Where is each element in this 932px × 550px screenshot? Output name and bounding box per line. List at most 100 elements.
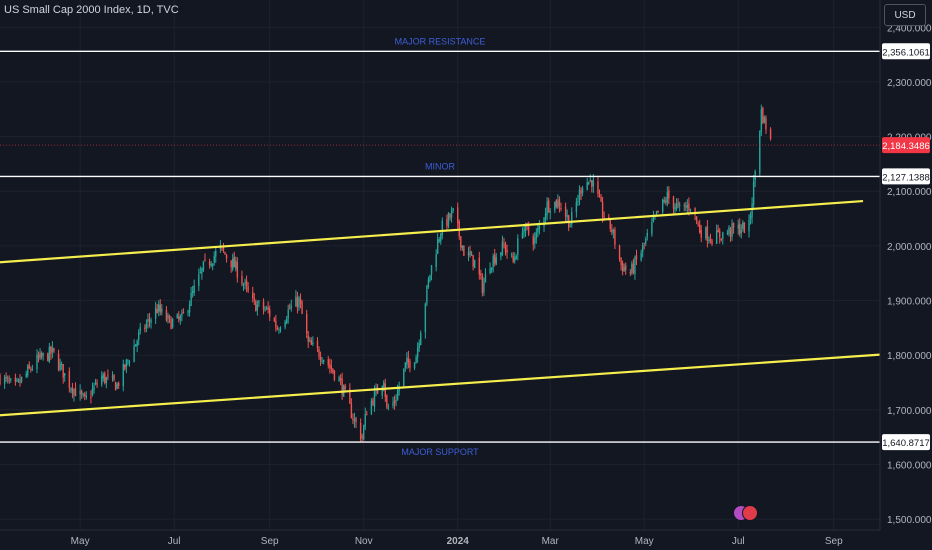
x-tick-label: 2024 [447,536,470,547]
candle-body [506,250,508,253]
candle-body [224,252,226,255]
candle-body [372,400,374,406]
candle-body [127,360,129,362]
candle-body [694,207,696,215]
candle-body [188,304,191,313]
candle-body [504,243,507,253]
candle-body [51,346,54,353]
currency-button[interactable]: USD [884,4,926,26]
candle-body [446,218,448,227]
candle-body [521,232,524,239]
level-price-badge [882,168,930,185]
candle-body [114,382,117,391]
candle-body [386,395,388,408]
candle-body [139,327,141,331]
candle-body [40,353,43,357]
candle-body [264,309,266,311]
candle-body [80,391,83,395]
candle-body [242,284,245,286]
candle-body [178,316,180,319]
candle-body [749,215,752,220]
candle-body [191,290,194,294]
last-price-badge [882,137,930,154]
candle-body [441,220,444,236]
candle-body [14,377,17,382]
candle-body [426,285,428,304]
candle-body [91,388,94,396]
candle-body [657,210,659,213]
candle-body [236,262,239,278]
candle-body [232,258,234,270]
candle-body [427,279,430,287]
candle-body [145,323,148,329]
candle-body [322,359,325,362]
candle-body [450,211,453,218]
candle-body [569,226,571,228]
candle-body [515,255,517,260]
candle-body [416,347,419,358]
candle-body [765,117,767,130]
candle-body [133,345,135,362]
candle-body [7,377,9,379]
candle-body [666,192,669,204]
candle-body [273,318,276,322]
candle-body [42,353,44,356]
candle-body [3,377,6,384]
x-tick-label: Nov [355,536,373,547]
level-annotation: MINOR [425,161,455,171]
candle-body [729,228,732,236]
candle-body [609,218,611,229]
candle-body [449,213,451,218]
candle-body [301,301,303,314]
candle-body [429,274,431,281]
candle-body [623,267,625,272]
candle-body [697,223,699,225]
y-tick-label: 2,100.0000 [887,187,932,198]
events-icon[interactable] [733,503,758,521]
candle-body [213,256,215,263]
candle-body [341,378,343,395]
candle-body [501,241,504,255]
candle-body [560,207,562,209]
flag-icon[interactable] [742,505,758,521]
candle-body [732,222,735,228]
candle-body [538,225,541,230]
candle-body [20,376,23,382]
candle-body [107,375,109,377]
candle-body [222,246,225,251]
candle-body [70,388,72,390]
candle-body [463,245,465,256]
candle-body [472,255,474,267]
channel-trendline [0,199,864,264]
candle-body [171,318,174,328]
candle-body [190,292,192,306]
candle-body [122,364,124,387]
candle-body [641,245,644,253]
candle-body [661,199,664,213]
candle-body [483,281,485,293]
candle-body [47,353,49,361]
candle-body [711,240,713,245]
candle-body [759,130,761,174]
candle-body [383,382,385,388]
candle-body [148,319,151,321]
candle-body [30,368,32,370]
candle-body [295,296,297,307]
candle-body [128,361,131,363]
candle-body [415,357,417,364]
candle-body [338,377,340,381]
candle-body [420,333,422,345]
candle-body [349,388,351,404]
candle-body [94,382,97,385]
candle-body [762,108,764,123]
candle-body [640,252,642,261]
candle-body [500,252,502,257]
candle-body [28,364,30,369]
candle-body [719,231,721,238]
candle-body [436,239,439,254]
candle-body [352,418,354,420]
candle-body [586,182,588,190]
candle-body [643,243,645,245]
